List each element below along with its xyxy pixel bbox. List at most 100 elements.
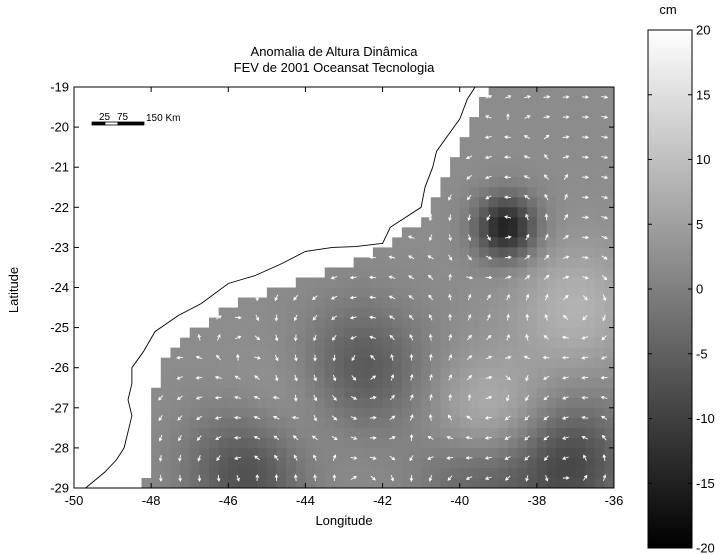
anomaly-cell [498, 257, 509, 269]
anomaly-cell [469, 207, 480, 218]
anomaly-cell [604, 437, 614, 449]
current-arrow [466, 275, 474, 280]
anomaly-cell [594, 277, 605, 289]
anomaly-cell [488, 407, 499, 419]
anomaly-cell [575, 247, 586, 259]
anomaly-cell [334, 407, 345, 419]
anomaly-cell [469, 297, 480, 309]
anomaly-cell [575, 347, 586, 359]
anomaly-cell [479, 367, 490, 379]
anomaly-cell [286, 357, 297, 369]
anomaly-cell [353, 297, 364, 309]
anomaly-cell [295, 357, 307, 369]
anomaly-cell [363, 307, 374, 319]
anomaly-cell [536, 137, 548, 148]
current-arrow [544, 193, 549, 201]
current-arrow [446, 435, 454, 440]
anomaly-cell [430, 397, 442, 409]
current-arrow [428, 333, 433, 341]
anomaly-cell [180, 377, 191, 389]
current-arrow [601, 195, 609, 200]
anomaly-cell [344, 267, 355, 279]
anomaly-cell [469, 488, 479, 499]
anomaly-cell [228, 467, 239, 479]
anomaly-cell [479, 157, 490, 168]
current-arrow [465, 456, 473, 460]
anomaly-cell [266, 447, 278, 459]
current-arrow [428, 413, 433, 421]
anomaly-cell [604, 87, 614, 98]
anomaly-cell [565, 347, 577, 359]
current-arrow [388, 255, 396, 260]
anomaly-cell [353, 447, 364, 459]
anomaly-cell [286, 317, 297, 329]
anomaly-cell [160, 387, 172, 399]
anomaly-cell [594, 457, 605, 469]
anomaly-cell [585, 357, 596, 369]
current-arrow [369, 395, 377, 400]
anomaly-cell [324, 367, 335, 379]
anomaly-cell [575, 427, 586, 439]
anomaly-cell [604, 247, 614, 259]
anomaly-cell [440, 488, 450, 499]
anomaly-cell [556, 427, 567, 439]
current-arrow [485, 375, 493, 380]
anomaly-cell [517, 197, 528, 208]
current-arrow [466, 355, 473, 361]
anomaly-cell [459, 477, 470, 488]
anomaly-cell [604, 97, 614, 108]
anomaly-cell [411, 357, 422, 369]
anomaly-cell [257, 327, 268, 339]
anomaly-cell [189, 347, 200, 359]
current-arrow [581, 415, 589, 420]
anomaly-cell [479, 97, 490, 108]
anomaly-cell [276, 387, 287, 399]
current-arrow [292, 435, 299, 441]
coastline [85, 87, 476, 488]
current-arrow [158, 454, 163, 462]
anomaly-cell [247, 397, 258, 409]
anomaly-cell [556, 177, 567, 188]
anomaly-cell [237, 417, 249, 429]
anomaly-cell [517, 127, 528, 138]
current-arrow [293, 474, 298, 482]
current-arrow [506, 334, 510, 341]
anomaly-cell [363, 377, 374, 389]
anomaly-cell [498, 347, 509, 359]
anomaly-cell [450, 217, 461, 228]
current-arrow [291, 415, 299, 420]
anomaly-cell [556, 87, 567, 98]
anomaly-cell [237, 347, 249, 359]
anomaly-cell [305, 447, 316, 459]
anomaly-cell [556, 317, 567, 329]
current-arrow [330, 295, 338, 300]
current-arrow [484, 416, 492, 420]
anomaly-cell [199, 377, 210, 389]
current-arrow [465, 476, 473, 480]
current-arrow [504, 235, 512, 240]
anomaly-cell [498, 447, 509, 459]
anomaly-cell [440, 297, 451, 309]
scale-bar-unit-label: 150 Km [146, 113, 180, 124]
anomaly-cell [237, 367, 249, 379]
anomaly-cell [315, 467, 326, 479]
anomaly-cell [170, 347, 181, 359]
anomaly-cell [372, 447, 384, 459]
anomaly-cell [479, 297, 490, 309]
anomaly-cell [517, 357, 528, 369]
current-arrow [582, 195, 590, 200]
anomaly-cell [170, 407, 181, 419]
anomaly-cell [315, 417, 326, 429]
anomaly-cell [594, 307, 605, 319]
anomaly-cell [546, 367, 557, 379]
current-arrow [234, 315, 242, 320]
current-arrow [234, 395, 241, 400]
anomaly-cell [372, 457, 384, 469]
anomaly-cell [546, 217, 557, 228]
anomaly-cell [604, 377, 614, 389]
anomaly-cell [430, 207, 442, 218]
anomaly-cell [517, 327, 528, 339]
anomaly-cell [440, 447, 451, 459]
anomaly-cell [421, 227, 432, 238]
anomaly-cell [594, 217, 605, 228]
